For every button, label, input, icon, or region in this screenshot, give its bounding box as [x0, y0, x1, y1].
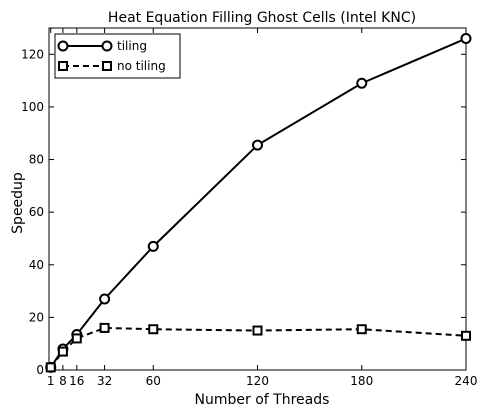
data-point — [147, 240, 159, 252]
y-tick-label: 40 — [29, 258, 44, 272]
legend-marker — [101, 40, 113, 52]
y-tick-label: 60 — [29, 205, 44, 219]
series-line — [49, 37, 467, 368]
series-no-tiling — [45, 322, 471, 373]
plot-frame — [48, 27, 467, 371]
data-point — [99, 322, 110, 333]
legend: tiling no tiling — [54, 33, 181, 79]
x-tick-label: 1 — [47, 374, 55, 388]
chart-title: Heat Equation Filling Ghost Cells (Intel… — [108, 10, 416, 26]
x-tick-label: 120 — [246, 374, 269, 388]
y-tick-label: 0 — [36, 363, 44, 377]
data-point — [461, 330, 471, 341]
data-point — [356, 77, 368, 89]
data-point — [45, 362, 56, 373]
y-axis-label: Speedup — [10, 172, 26, 234]
data-point — [148, 324, 159, 335]
data-point — [57, 346, 68, 357]
x-axis-label: Number of Threads — [195, 392, 330, 408]
legend-marker — [57, 40, 69, 52]
data-point — [252, 139, 263, 151]
x-tick-label: 60 — [146, 374, 161, 388]
y-tick-label: 80 — [29, 153, 44, 167]
data-point — [252, 325, 263, 336]
legend-marker — [58, 61, 68, 71]
series-tiling — [45, 33, 472, 373]
legend-label: tiling — [117, 39, 147, 53]
x-tick-label: 180 — [350, 374, 373, 388]
x-tick-label: 240 — [455, 374, 478, 388]
legend-box — [54, 33, 181, 79]
y-tick-label: 120 — [21, 47, 44, 61]
data-point — [99, 293, 111, 305]
x-tick-label: 32 — [97, 374, 112, 388]
y-tick-label: 20 — [29, 310, 44, 324]
plot-area: 1 8 16 32 60 120 180 240 0 20 40 60 80 100 120 — [21, 27, 478, 388]
y-tick-label: 100 — [21, 100, 44, 114]
x-tick-label: 8 — [59, 374, 67, 388]
legend-marker — [102, 61, 112, 71]
legend-label: no tiling — [117, 59, 166, 73]
data-point — [460, 33, 472, 45]
data-point — [71, 333, 82, 344]
x-tick-label: 16 — [69, 374, 84, 388]
data-point — [356, 324, 367, 335]
